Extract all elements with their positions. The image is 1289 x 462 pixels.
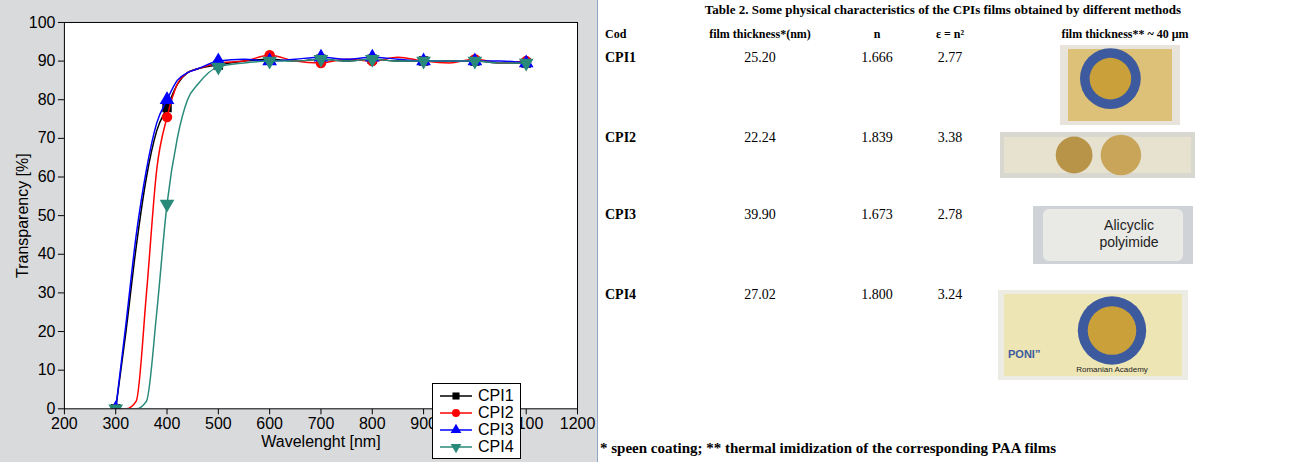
svg-text:200: 200 xyxy=(51,415,78,432)
html-text:1.800: 1.800 xyxy=(861,287,893,302)
svg-text:30: 30 xyxy=(38,284,56,301)
html-text:1.839: 1.839 xyxy=(861,130,893,145)
svg-text:400: 400 xyxy=(154,415,181,432)
html-text:* speen coating; ** thermal im: * speen coating; ** thermal imidization … xyxy=(600,440,1057,456)
html-text:CPI3: CPI3 xyxy=(478,420,514,438)
svg-text:500: 500 xyxy=(205,415,232,432)
html-text:22.24: 22.24 xyxy=(744,130,776,145)
html-text:film thickness** ~ 40 μm: film thickness** ~ 40 μm xyxy=(1061,27,1189,41)
svg-text:Alicyclic: Alicyclic xyxy=(1104,217,1154,233)
html-text:CPI2: CPI2 xyxy=(605,130,637,145)
svg-text:300: 300 xyxy=(102,415,129,432)
html-text:ε = n²: ε = n² xyxy=(935,27,965,41)
html-text:2.78: 2.78 xyxy=(937,207,963,222)
svg-text:Transparency [%]: Transparency [%] xyxy=(14,153,31,278)
svg-text:1200: 1200 xyxy=(560,415,596,432)
svg-text:900: 900 xyxy=(410,415,437,433)
svg-text:40: 40 xyxy=(38,245,56,262)
html-text:2.77: 2.77 xyxy=(937,50,963,65)
svg-text:10: 10 xyxy=(38,361,56,378)
html-text:CPI1: CPI1 xyxy=(478,386,514,404)
svg-text:70: 70 xyxy=(38,129,56,146)
html-text:CPI1: CPI1 xyxy=(605,50,637,65)
html-text:Table 2. Some physical charact: Table 2. Some physical characteristics o… xyxy=(704,2,1182,17)
html-text:1.666: 1.666 xyxy=(861,50,893,65)
html-text:3.38: 3.38 xyxy=(937,130,963,145)
html-text:Cod: Cod xyxy=(605,27,627,41)
svg-text:700: 700 xyxy=(308,415,335,432)
svg-text:60: 60 xyxy=(38,168,56,185)
html-text:n: n xyxy=(873,27,881,41)
html-text:CPI4: CPI4 xyxy=(478,437,514,455)
html-text:film thickness*(nm): film thickness*(nm) xyxy=(709,27,811,41)
svg-text:0: 0 xyxy=(46,399,56,417)
html-text:25.20: 25.20 xyxy=(744,50,776,65)
svg-text:90: 90 xyxy=(38,52,56,69)
svg-text:50: 50 xyxy=(38,207,56,224)
html-text:CPI2: CPI2 xyxy=(478,403,514,421)
html-text:3.24: 3.24 xyxy=(937,287,963,302)
svg-text:polyimide: polyimide xyxy=(1099,234,1158,250)
html-text:39.90: 39.90 xyxy=(744,207,776,222)
svg-text:PONI”: PONI” xyxy=(1008,348,1040,360)
svg-text:100: 100 xyxy=(29,14,56,31)
svg-text:1100: 1100 xyxy=(509,415,544,433)
html-text:27.02: 27.02 xyxy=(744,287,776,302)
svg-text:80: 80 xyxy=(38,91,56,108)
svg-text:800: 800 xyxy=(359,415,386,432)
svg-text:600: 600 xyxy=(256,415,283,432)
html-text:CPI3: CPI3 xyxy=(605,207,637,222)
svg-text:Wavelenght [nm]: Wavelenght [nm] xyxy=(261,433,380,450)
svg-text:Romanian Academy: Romanian Academy xyxy=(1076,365,1148,374)
svg-text:20: 20 xyxy=(38,323,56,340)
html-text:1.673: 1.673 xyxy=(861,207,893,222)
html-text:CPI4: CPI4 xyxy=(605,287,637,302)
